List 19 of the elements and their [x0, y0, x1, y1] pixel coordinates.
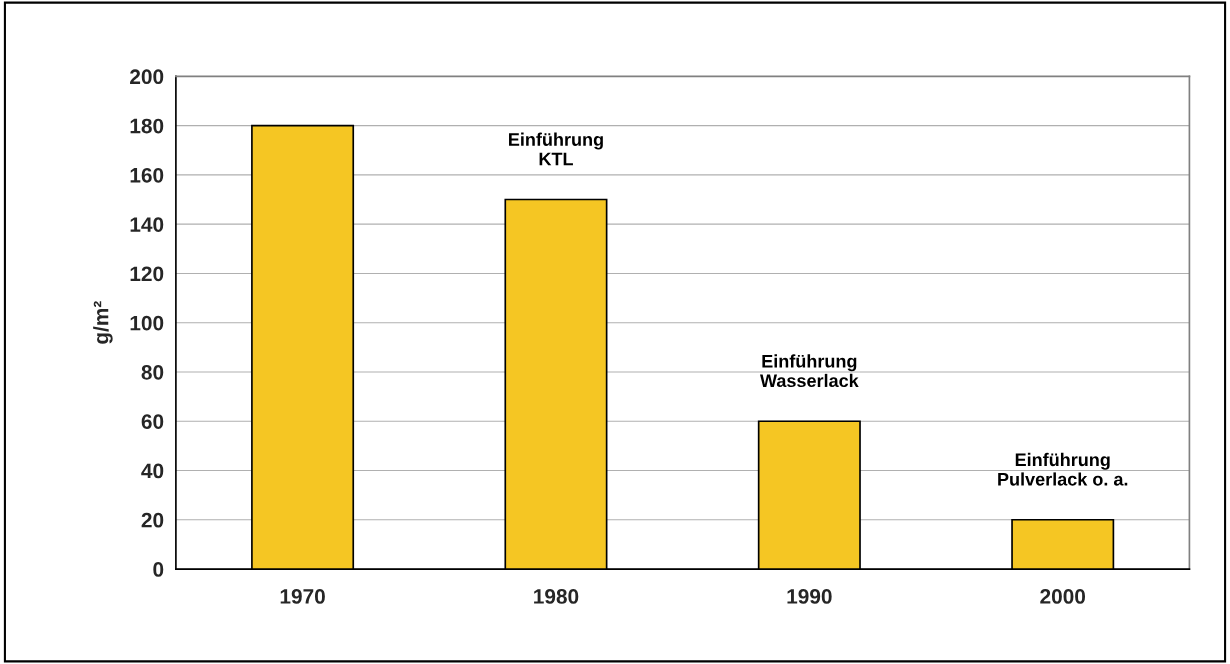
x-tick-label: 1990: [787, 589, 832, 604]
y-tick-label: 20: [141, 512, 164, 528]
x-tick-label: 2000: [1040, 589, 1086, 604]
y-tick-label: 80: [141, 364, 164, 380]
annotation: Einführung KTL: [509, 132, 603, 166]
y-axis-title: g/m²: [93, 301, 113, 344]
y-tick-label: 200: [130, 69, 164, 85]
y-tick-label: 0: [153, 562, 164, 577]
y-tick-label: 160: [130, 167, 164, 183]
y-tick-label: 60: [141, 414, 164, 429]
x-tick-label: 1970: [280, 589, 325, 604]
y-tick-label: 100: [130, 315, 164, 331]
y-tick-label: 120: [130, 266, 164, 282]
y-tick-label: 40: [141, 463, 164, 479]
x-tick-label: 1980: [534, 589, 579, 604]
y-tick-label: 140: [130, 217, 164, 232]
y-tick-label: 180: [130, 118, 164, 134]
annotation: Einführung Wasserlack: [760, 354, 859, 388]
annotation: Einführung Pulverlack o. a.: [998, 452, 1128, 486]
